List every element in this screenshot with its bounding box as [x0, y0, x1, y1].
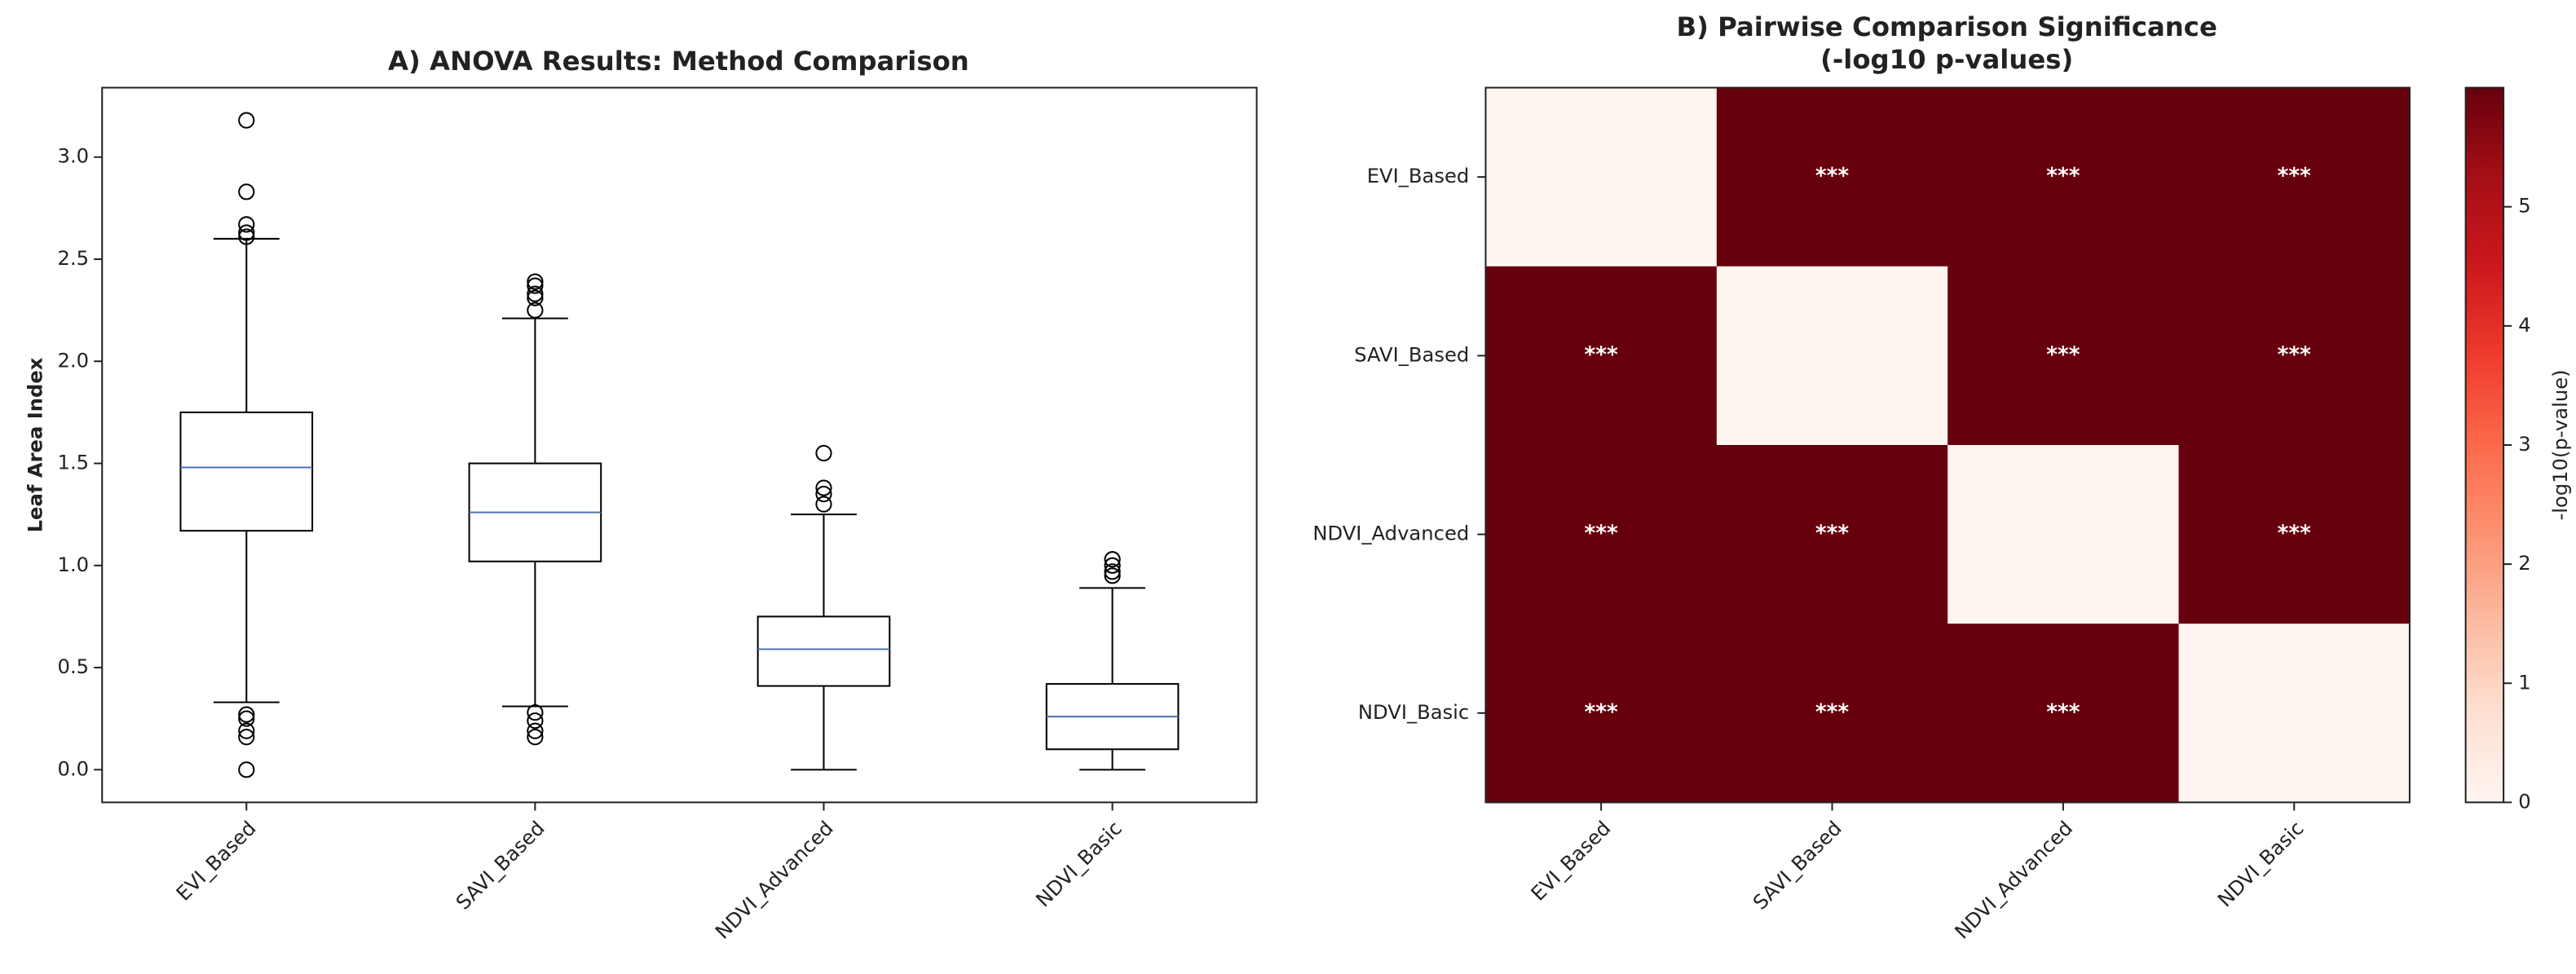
plot-frame: [1484, 86, 2411, 804]
outlier: [1104, 557, 1121, 574]
outlier: [238, 761, 255, 778]
colorbar-tick-label: 0: [2518, 789, 2530, 813]
cell-label: ***: [2278, 343, 2311, 368]
heatmap-cell: [2178, 624, 2411, 804]
cell-label: ***: [1815, 522, 1849, 546]
outlier: [238, 228, 255, 245]
colorbar: [2464, 86, 2505, 804]
cell-label: ***: [1815, 165, 1849, 189]
y-tick-label: SAVI_Based: [1354, 342, 1469, 366]
outlier: [527, 704, 544, 721]
box: [756, 615, 891, 687]
outlier: [238, 112, 255, 129]
outlier: [527, 729, 544, 746]
y-tick-label: NDVI_Basic: [1358, 700, 1469, 724]
cell-label: ***: [2278, 165, 2311, 189]
outlier: [238, 722, 255, 739]
colorbar-tick-label: 2: [2518, 551, 2530, 575]
outlier: [1104, 563, 1121, 580]
y-tick-label: EVI_Based: [1367, 164, 1470, 187]
plot-frame: [101, 86, 1258, 804]
outlier: [238, 224, 255, 241]
heatmap-cell: [2178, 444, 2411, 625]
outlier: [527, 302, 544, 319]
y-tick-label: 1.5: [58, 451, 90, 474]
colorbar-tick-label: 4: [2518, 313, 2530, 337]
outlier: [815, 479, 832, 496]
outlier: [527, 289, 544, 306]
outlier: [238, 706, 255, 723]
colorbar-tick-label: 3: [2518, 432, 2530, 456]
cell-label: ***: [1585, 700, 1618, 725]
cell-label: ***: [2046, 343, 2080, 368]
cell-label: ***: [2046, 165, 2080, 189]
outlier: [527, 722, 544, 739]
y-tick-label: 1.0: [58, 553, 90, 576]
outlier: [238, 216, 255, 233]
outlier: [238, 183, 255, 201]
y-tick-label: 2.5: [58, 246, 90, 270]
outlier: [815, 486, 832, 503]
cell-label: ***: [2046, 700, 2080, 725]
chart-subtitle: (-log10 p-values): [1820, 44, 2073, 75]
outlier: [238, 710, 255, 727]
outlier: [815, 444, 832, 462]
heatmap-cell: [2178, 266, 2411, 446]
outlier: [527, 285, 544, 302]
outlier: [527, 712, 544, 729]
heatmap-cell: [1947, 266, 2180, 446]
heatmap-cell: [1716, 444, 1949, 625]
y-tick-label: NDVI_Advanced: [1312, 522, 1469, 545]
cell-label: ***: [1585, 343, 1618, 368]
y-tick-label: 0.0: [58, 756, 90, 780]
heatmap-cell: [1947, 444, 2180, 625]
cell-label: ***: [2278, 522, 2311, 546]
colorbar-tick-label: 5: [2518, 194, 2530, 218]
heatmap-cell: [1716, 266, 1949, 446]
heatmap-cell: [1485, 624, 1718, 804]
y-axis-label: Leaf Area Index: [23, 357, 46, 532]
y-tick-label: 3.0: [58, 144, 90, 168]
box: [179, 411, 314, 532]
outlier: [815, 496, 832, 513]
colorbar-tick-label: 1: [2518, 670, 2530, 694]
heatmap-cell: [1485, 266, 1718, 446]
heatmap-cell: [1947, 624, 2180, 804]
heatmap-cell: [1947, 87, 2180, 267]
outlier: [238, 729, 255, 746]
cell-label: ***: [1815, 700, 1849, 725]
cell-label: ***: [1585, 522, 1618, 546]
heatmap-cell: [1716, 87, 1949, 267]
chart-title: B) Pairwise Comparison Significance: [1677, 11, 2217, 42]
outlier: [527, 273, 544, 290]
colorbar-label: -log10(p-value): [2548, 369, 2572, 520]
y-tick-label: 2.0: [58, 348, 90, 372]
heatmap-cell: [1485, 444, 1718, 625]
heatmap-cell: [1485, 87, 1718, 267]
outlier: [1104, 551, 1121, 568]
chart-title: A) ANOVA Results: Method Comparison: [388, 46, 969, 77]
heatmap-cell: [2178, 87, 2411, 267]
y-tick-label: 0.5: [58, 654, 90, 678]
heatmap-cell: [1716, 624, 1949, 804]
outlier: [527, 277, 544, 294]
outlier: [1104, 567, 1121, 584]
